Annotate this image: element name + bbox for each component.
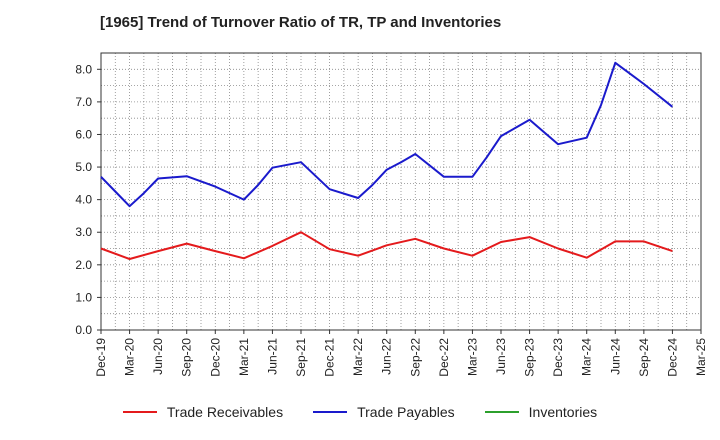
x-tick-label: Sep-20 xyxy=(180,338,194,377)
x-tick-label: Sep-22 xyxy=(408,338,422,377)
legend-swatch-inventories xyxy=(484,411,519,413)
x-tick-label: Sep-21 xyxy=(294,338,308,377)
y-tick-label: 6.0 xyxy=(75,127,92,141)
x-tick-label: Dec-24 xyxy=(665,338,679,377)
y-tick-label: 4.0 xyxy=(75,193,92,207)
legend-swatch-trade-payables xyxy=(313,411,348,413)
x-tick-label: Jun-24 xyxy=(608,338,622,375)
legend-label-trade-receivables: Trade Receivables xyxy=(166,404,284,420)
x-tick-label: Jun-23 xyxy=(494,338,508,375)
legend-swatch-trade-receivables xyxy=(122,411,157,413)
legend-item-trade-receivables: Trade Receivables xyxy=(122,404,284,420)
legend: Trade Receivables Trade Payables Invento… xyxy=(0,404,720,420)
x-tick-label: Dec-22 xyxy=(437,338,451,377)
x-tick-label: Mar-24 xyxy=(580,338,594,376)
y-tick-label: 0.0 xyxy=(75,323,92,337)
y-tick-label: 2.0 xyxy=(75,258,92,272)
y-tick-label: 8.0 xyxy=(75,62,92,76)
legend-item-inventories: Inventories xyxy=(484,404,598,420)
x-tick-label: Mar-22 xyxy=(351,338,365,376)
x-tick-label: Mar-23 xyxy=(465,338,479,376)
legend-item-trade-payables: Trade Payables xyxy=(313,404,455,420)
series-line-trade-receivables xyxy=(100,231,673,260)
x-tick-label: Mar-21 xyxy=(237,338,251,376)
x-tick-label: Sep-24 xyxy=(637,338,651,377)
x-tick-label: Dec-20 xyxy=(208,338,222,377)
y-tick-label: 7.0 xyxy=(75,95,92,109)
y-tick-label: 5.0 xyxy=(75,160,92,174)
x-tick-label: Jun-21 xyxy=(265,338,279,375)
x-tick-label: Jun-22 xyxy=(380,338,394,375)
y-tick-label: 1.0 xyxy=(75,290,92,304)
legend-label-inventories: Inventories xyxy=(528,404,598,420)
x-tick-label: Mar-25 xyxy=(694,338,708,376)
x-tick-label: Dec-23 xyxy=(551,338,565,377)
x-tick-label: Sep-23 xyxy=(523,338,537,377)
x-tick-label: Dec-21 xyxy=(323,338,337,377)
chart-title: [1965] Trend of Turnover Ratio of TR, TP… xyxy=(100,14,502,31)
x-tick-label: Mar-20 xyxy=(123,338,137,376)
legend-label-trade-payables: Trade Payables xyxy=(357,404,455,420)
series-line-trade-payables xyxy=(100,61,674,208)
y-tick-label: 3.0 xyxy=(75,225,92,239)
plot-frame xyxy=(100,52,702,331)
x-tick-label: Jun-20 xyxy=(151,338,165,375)
x-tick-label: Dec-19 xyxy=(94,338,108,377)
